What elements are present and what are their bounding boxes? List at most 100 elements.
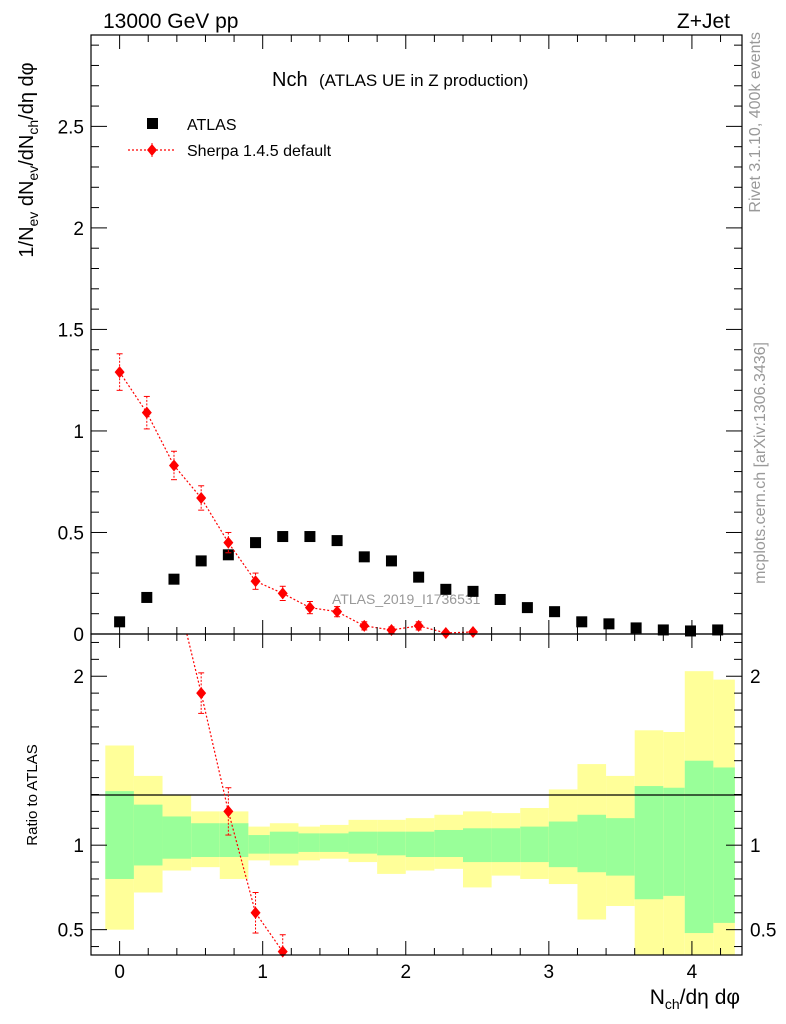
ratio-bands-group <box>105 671 735 955</box>
ratio-band-inner <box>219 823 249 858</box>
ratio-y-tick-label-right: 0.5 <box>750 921 776 942</box>
ratio-band-inner <box>377 831 406 856</box>
legend: ATLAS Sherpa 1.4.5 default <box>128 117 332 160</box>
mcplots-label: mcplots.cern.ch [arXiv:1306.3436] <box>752 342 769 584</box>
ratio-band-inner <box>548 821 578 868</box>
x-tick-label: 1 <box>257 962 268 983</box>
ratio-band-inner <box>634 786 664 900</box>
ratio-y-tick-label-left: 2 <box>73 667 84 688</box>
ratio-band-inner <box>684 760 714 934</box>
mc-data-point <box>332 605 343 618</box>
main-y-tick-label: 2.5 <box>58 117 84 138</box>
atlas-data-point <box>467 585 479 597</box>
watermark-text: ATLAS_2019_I1736531 <box>332 591 481 607</box>
ratio-band-inner <box>713 767 735 923</box>
atlas-data-point <box>630 622 642 634</box>
mc-data-point <box>250 575 261 588</box>
header-right: Z+Jet <box>677 10 730 33</box>
ratio-mc-point <box>250 906 261 919</box>
ratio-band-inner <box>162 816 192 859</box>
atlas-data-point <box>549 606 561 618</box>
legend-marker-atlas <box>147 118 158 129</box>
ratio-band-inner <box>269 831 299 854</box>
atlas-data-point <box>195 555 207 567</box>
mc-data-point <box>440 626 451 639</box>
mc-data-point <box>304 601 315 614</box>
ratio-band-inner <box>405 831 435 858</box>
ratio-band-inner <box>319 833 349 852</box>
ratio-band-inner <box>191 823 220 858</box>
ratio-band-inner <box>491 828 521 863</box>
rivet-label: Rivet 3.1.10, 400k events <box>747 32 764 213</box>
atlas-data-point <box>141 591 153 603</box>
ratio-series-group <box>186 633 288 958</box>
mc-data-point <box>386 623 397 636</box>
main-axes: 0 0.5 1 1.5 2 2.5 <box>58 34 743 646</box>
mc-data-point <box>359 619 370 632</box>
legend-label-mc: Sherpa 1.4.5 default <box>187 143 332 160</box>
mc-data-point <box>196 491 207 504</box>
ratio-band-inner <box>298 833 320 852</box>
ratio-ylabel: Ratio to ATLAS <box>24 744 41 845</box>
atlas-data-point <box>385 555 397 567</box>
x-tick-label: 3 <box>544 962 555 983</box>
ratio-y-tick-label-right: 1 <box>750 836 761 857</box>
atlas-data-point <box>712 624 724 636</box>
ratio-y-tick-label-left: 1 <box>73 836 84 857</box>
atlas-data-point <box>250 537 262 549</box>
atlas-data-point <box>413 571 425 583</box>
ratio-band-inner <box>248 835 270 854</box>
main-y-tick-label: 1 <box>73 422 84 443</box>
atlas-data-point <box>277 531 289 543</box>
ratio-band-inner <box>577 814 607 873</box>
ratio-band-inner <box>463 828 492 863</box>
atlas-data-point <box>304 531 316 543</box>
mc-data-point <box>223 536 234 549</box>
x-axis-label: Nch/dη dφ <box>650 986 740 1012</box>
main-series-group <box>114 353 724 639</box>
main-y-tick-label: 1.5 <box>58 320 84 341</box>
ratio-y-tick-label-left: 0.5 <box>58 921 84 942</box>
main-watermark-group: ATLAS_2019_I1736531 <box>332 591 481 607</box>
ratio-y-tick-label-right: 2 <box>750 667 761 688</box>
ratio-mc-line <box>186 633 284 952</box>
main-subtitle: (ATLAS UE in Z production) <box>319 71 528 90</box>
x-tick-label: 0 <box>114 962 125 983</box>
mc-data-point <box>168 459 179 472</box>
mc-data-point <box>277 587 288 600</box>
ratio-mc-point <box>196 687 207 700</box>
legend-marker-mc <box>147 144 157 156</box>
atlas-data-point <box>168 573 180 585</box>
atlas-data-point <box>521 602 533 614</box>
header-left: 13000 GeV pp <box>103 10 238 33</box>
mc-data-point <box>413 619 424 632</box>
main-y-tick-label: 2 <box>73 219 84 240</box>
ratio-band-inner <box>133 804 163 866</box>
ratio-band-inner <box>348 831 378 854</box>
ratio-band-inner <box>606 818 635 876</box>
main-y-tick-label: 0.5 <box>58 523 84 544</box>
ratio-band-inner <box>520 826 549 863</box>
atlas-data-point <box>603 618 615 630</box>
x-tick-label: 2 <box>400 962 411 983</box>
ratio-band-inner <box>434 829 463 858</box>
atlas-data-point <box>684 625 696 637</box>
mc-data-point <box>141 406 152 419</box>
atlas-data-point <box>576 616 588 628</box>
main-y-tick-label: 0 <box>73 625 84 646</box>
atlas-data-point <box>358 551 370 563</box>
main-title: Nch <box>272 69 308 91</box>
ratio-mc-point <box>223 805 234 818</box>
atlas-data-point <box>440 583 452 595</box>
atlas-data-point <box>222 549 234 561</box>
ratio-band-inner <box>105 791 134 879</box>
mc-data-point <box>468 625 479 638</box>
main-ylabel: 1/Nev dNev/dNch/dη dφ <box>16 62 41 257</box>
legend-label-atlas: ATLAS <box>187 117 237 134</box>
atlas-data-point <box>331 535 343 547</box>
mc-data-point <box>114 366 125 379</box>
ratio-axes: 0 1 2 3 4 0.5 0.5 1 1 2 2 <box>58 633 776 983</box>
x-tick-label: 4 <box>687 962 698 983</box>
ratio-band-inner <box>663 787 685 896</box>
